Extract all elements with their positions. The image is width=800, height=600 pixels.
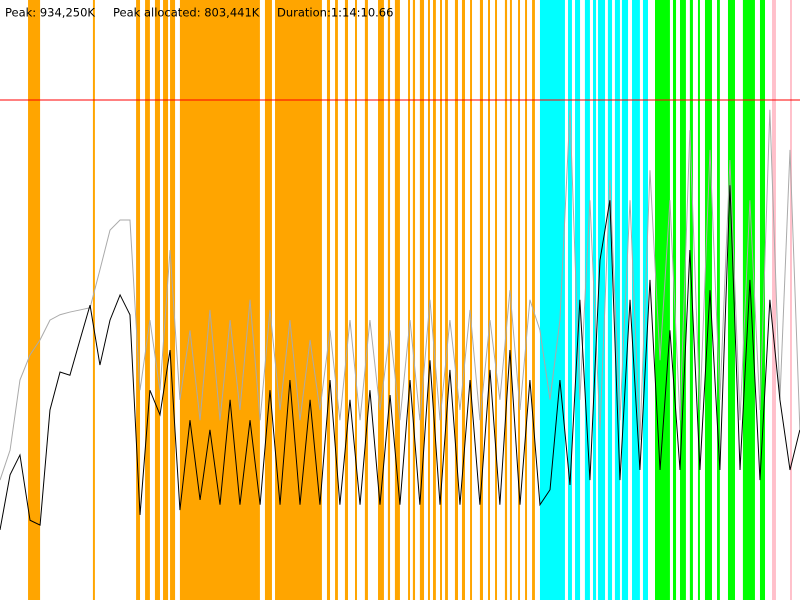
event-band: [355, 0, 357, 600]
event-band: [479, 0, 483, 600]
event-band: [584, 0, 590, 600]
event-band: [136, 0, 141, 600]
event-band: [408, 0, 411, 600]
event-band: [598, 0, 606, 600]
peak-allocated: Peak allocated: 803,441K: [113, 6, 260, 20]
event-band: [419, 0, 425, 600]
peak-label: Peak: 934,250K: [5, 6, 95, 20]
event-band: [326, 0, 331, 600]
duration: Duration:1:14:10.66: [277, 6, 393, 20]
event-band: [727, 0, 735, 600]
event-band: [525, 0, 528, 600]
event-band: [445, 0, 448, 600]
event-band: [759, 0, 766, 600]
series-line: [0, 185, 800, 530]
event-band: [461, 0, 466, 600]
event-band: [789, 0, 792, 600]
lines: [0, 109, 800, 530]
event-band: [717, 0, 720, 600]
event-band: [488, 0, 490, 600]
event-band: [518, 0, 521, 600]
event-band: [495, 0, 498, 600]
event-band: [697, 0, 700, 600]
event-band: [179, 0, 260, 600]
event-band: [568, 0, 572, 600]
event-band: [454, 0, 458, 600]
event-band: [170, 0, 176, 600]
event-band: [689, 0, 693, 600]
event-band: [412, 0, 416, 600]
event-band: [154, 0, 160, 600]
event-band: [163, 0, 169, 600]
event-band: [679, 0, 686, 600]
event-band: [264, 0, 272, 600]
event-band: [427, 0, 430, 600]
event-band: [394, 0, 400, 600]
series-line: [0, 109, 800, 481]
event-band: [145, 0, 150, 600]
event-band: [607, 0, 613, 600]
event-band: [532, 0, 535, 600]
event-band: [92, 0, 95, 600]
event-band: [772, 0, 776, 600]
event-band: [704, 0, 712, 600]
event-band: [433, 0, 436, 600]
event-band: [275, 0, 322, 600]
event-band: [614, 0, 620, 600]
event-band: [28, 0, 41, 600]
event-band: [470, 0, 473, 600]
event-band: [504, 0, 508, 600]
event-band: [378, 0, 384, 600]
event-band: [631, 0, 640, 600]
event-band: [575, 0, 581, 600]
event-band: [335, 0, 338, 600]
header: Peak: 934,250K Peak allocated: 803,441K …: [5, 6, 393, 20]
event-band: [440, 0, 443, 600]
event-band: [344, 0, 348, 600]
event-band: [364, 0, 368, 600]
event-band: [387, 0, 391, 600]
